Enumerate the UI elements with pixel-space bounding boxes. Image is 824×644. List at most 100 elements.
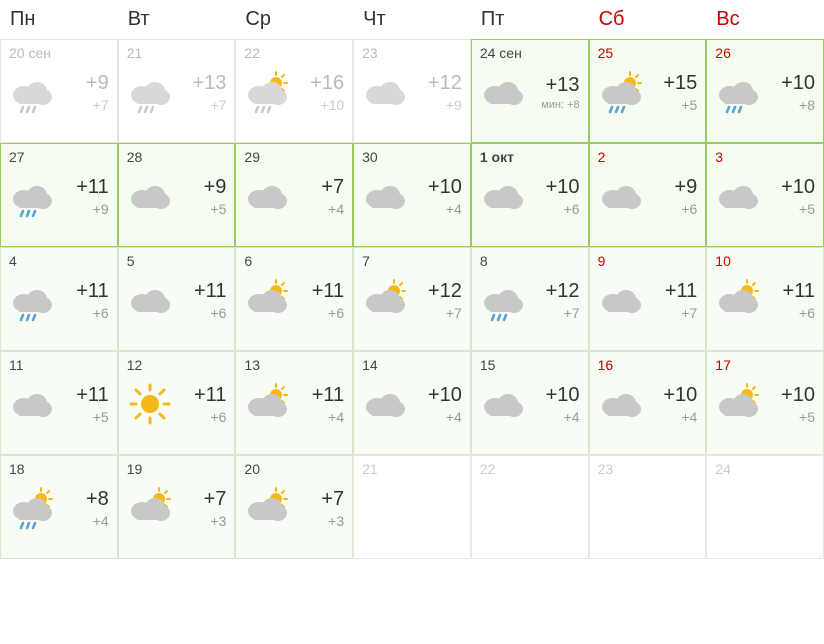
day-cell[interactable]: 15+10+4 — [471, 351, 589, 455]
day-cell[interactable]: 19+7+3 — [118, 455, 236, 559]
cloud-rain-icon — [9, 173, 55, 219]
temp-high: +10 — [530, 176, 580, 199]
temp-low: +7 — [530, 305, 580, 321]
date-label: 4 — [9, 253, 109, 269]
day-cell[interactable]: 7+12+7 — [353, 247, 471, 351]
day-cell[interactable]: 18+8+4 — [0, 455, 118, 559]
day-cell[interactable]: 27+11+9 — [0, 143, 118, 247]
day-content: +10+4 — [362, 381, 462, 427]
date-label: 11 — [9, 357, 109, 373]
day-cell: 24 — [706, 455, 824, 559]
day-cell[interactable]: 3+10+5 — [706, 143, 824, 247]
weekday-header: Ср — [235, 0, 353, 39]
cloud-sun-icon — [244, 485, 290, 531]
day-cell[interactable]: 11+11+5 — [0, 351, 118, 455]
temperatures: +10+4 — [412, 384, 462, 425]
day-cell[interactable]: 29 +7+4 — [235, 143, 353, 247]
temp-high: +10 — [412, 384, 462, 407]
cloud-icon — [480, 173, 526, 219]
date-label: 6 — [244, 253, 344, 269]
temp-high: +10 — [765, 384, 815, 407]
temp-low: +7 — [412, 305, 462, 321]
temp-low: +6 — [177, 305, 227, 321]
day-content: +11+4 — [244, 381, 344, 427]
day-cell: 23 — [589, 455, 707, 559]
day-cell[interactable]: 14+10+4 — [353, 351, 471, 455]
day-cell[interactable]: 20+7+3 — [235, 455, 353, 559]
date-label: 3 — [715, 149, 815, 165]
date-label: 2 — [598, 149, 698, 165]
day-content: +9+6 — [598, 173, 698, 219]
cloud-icon — [127, 277, 173, 323]
date-label: 1 окт — [480, 149, 580, 165]
day-cell[interactable]: 20 сен+9+7 — [0, 39, 118, 143]
temp-high: +11 — [177, 384, 227, 407]
temp-high: +10 — [530, 384, 580, 407]
day-content: +9+5 — [127, 173, 227, 219]
day-cell[interactable]: 2 +9+6 — [589, 143, 707, 247]
temp-low: +5 — [765, 409, 815, 425]
temperatures: +11+7 — [648, 280, 698, 321]
day-content: +11+6 — [715, 277, 815, 323]
day-content: +11+6 — [9, 277, 109, 323]
day-content: +10+5 — [715, 381, 815, 427]
day-cell[interactable]: 12+11+6 — [118, 351, 236, 455]
day-cell[interactable]: 10+11+6 — [706, 247, 824, 351]
day-content: +9+7 — [9, 69, 109, 115]
day-cell: 22 — [471, 455, 589, 559]
temp-high: +11 — [765, 280, 815, 303]
temp-high: +11 — [294, 384, 344, 407]
day-cell[interactable]: 16+10+4 — [589, 351, 707, 455]
day-cell[interactable]: 9+11+7 — [589, 247, 707, 351]
day-cell[interactable]: 22+16+10 — [235, 39, 353, 143]
day-cell[interactable]: 28+9+5 — [118, 143, 236, 247]
cloud-sun-rain-icon — [598, 69, 644, 115]
date-label: 22 — [480, 461, 580, 477]
date-label: 27 — [9, 149, 109, 165]
cloud-sun-icon — [362, 277, 408, 323]
day-cell[interactable]: 24 сен +13мин: +8 — [471, 39, 589, 143]
temp-high: +11 — [59, 176, 109, 199]
temp-high: +13 — [177, 72, 227, 95]
day-content: +12+7 — [480, 277, 580, 323]
temp-low: +10 — [294, 97, 344, 113]
temperatures: +9+6 — [648, 176, 698, 217]
day-cell[interactable]: 8+12+7 — [471, 247, 589, 351]
temp-low: +4 — [59, 513, 109, 529]
cloud-icon — [598, 277, 644, 323]
date-label: 23 — [598, 461, 698, 477]
day-cell[interactable]: 25+15+5 — [589, 39, 707, 143]
day-content: +10+8 — [715, 69, 815, 115]
day-cell[interactable]: 5+11+6 — [118, 247, 236, 351]
cloud-icon — [9, 381, 55, 427]
day-cell[interactable]: 21+13+7 — [118, 39, 236, 143]
cloud-rain-icon — [9, 69, 55, 115]
day-content: +7+3 — [127, 485, 227, 531]
temp-high: +11 — [648, 280, 698, 303]
weekday-header: Вс — [706, 0, 824, 39]
day-cell[interactable]: 26+10+8 — [706, 39, 824, 143]
day-cell[interactable]: 1 окт+10+6 — [471, 143, 589, 247]
cloud-icon — [362, 173, 408, 219]
weather-calendar-grid: ПнВтСрЧтПтСбВс20 сен+9+721+13+722+16+102… — [0, 0, 824, 559]
date-label: 29 — [244, 149, 344, 165]
temperatures: +12+7 — [530, 280, 580, 321]
date-label: 16 — [598, 357, 698, 373]
cloud-icon — [362, 381, 408, 427]
temp-high: +9 — [59, 72, 109, 95]
day-cell[interactable]: 30+10+4 — [353, 143, 471, 247]
day-cell[interactable]: 6+11+6 — [235, 247, 353, 351]
temperatures: +13мин: +8 — [530, 74, 580, 111]
day-cell[interactable]: 17+10+5 — [706, 351, 824, 455]
day-cell[interactable]: 13+11+4 — [235, 351, 353, 455]
day-content: +13мин: +8 — [480, 69, 580, 115]
cloud-rain-icon — [715, 69, 761, 115]
temp-low: +7 — [59, 97, 109, 113]
day-cell[interactable]: 4 +11+6 — [0, 247, 118, 351]
weekday-header: Сб — [589, 0, 707, 39]
temp-high: +7 — [294, 176, 344, 199]
day-cell[interactable]: 23+12+9 — [353, 39, 471, 143]
temp-low: +4 — [294, 409, 344, 425]
day-content: +7+4 — [244, 173, 344, 219]
date-label: 24 сен — [480, 45, 580, 61]
